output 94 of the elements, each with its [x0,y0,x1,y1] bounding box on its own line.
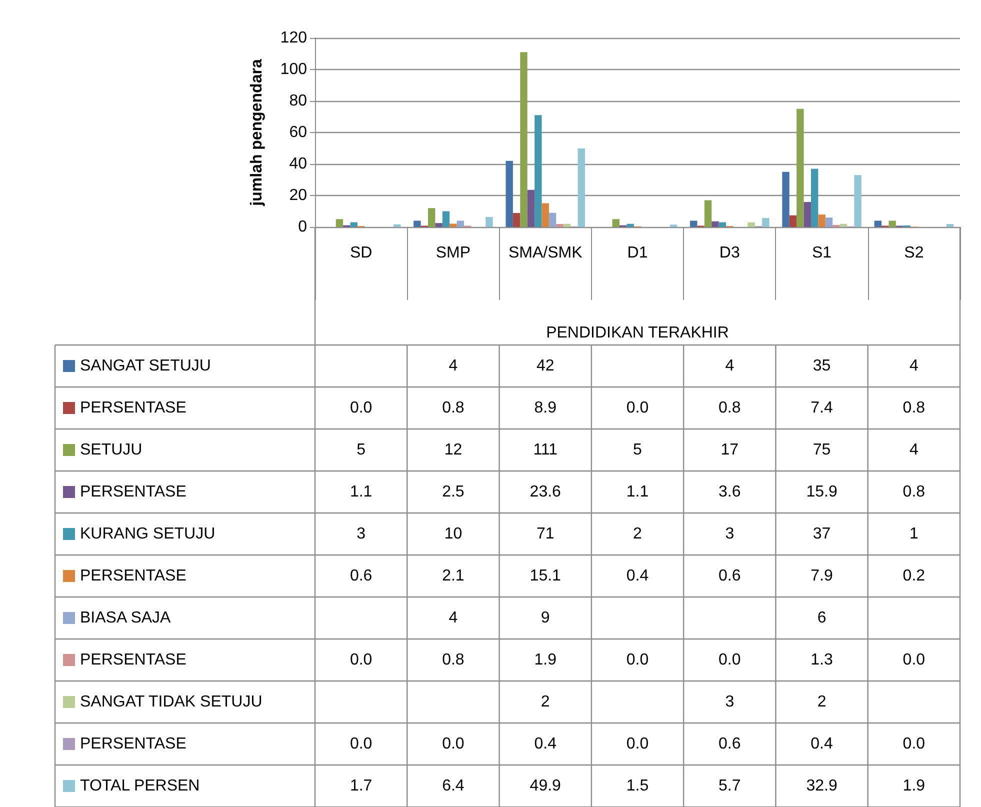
data-label: 71 [536,526,554,542]
legend-label: SANGAT TIDAK SETUJU [80,694,262,710]
y-tick-label: 20 [289,187,308,204]
data-label: 0.0 [902,652,926,668]
x-axis-title: PENDIDIKAN TERAKHIR [546,324,729,342]
x-tick-label: SD [350,244,372,262]
data-label: 3 [725,694,734,710]
legend-label: TOTAL PERSEN [80,778,200,794]
data-label: 2.5 [442,484,464,500]
x-tick-label: SMA/SMK [508,244,583,262]
data-label: 2.1 [442,568,464,584]
data-label: 3.6 [718,484,741,500]
data-label: 23.6 [530,484,562,500]
data-label: 0.8 [442,400,464,416]
x-tick-label: SMP [436,244,471,262]
data-label: 4 [909,442,918,458]
data-label: 1 [909,526,918,542]
data-label: 0.8 [718,400,741,416]
data-label: 0.6 [718,736,741,752]
data-label: 0.8 [902,484,926,500]
legend-label: PERSENTASE [80,400,186,416]
data-label: 6 [817,610,826,626]
data-label: 2 [633,526,642,542]
data-label: 0.4 [810,736,834,752]
data-label: 0.0 [350,652,372,668]
data-label: 3 [725,526,734,542]
data-label: 4 [725,358,734,374]
data-label: 0.6 [350,568,372,584]
legend-label: PERSENTASE [80,736,186,752]
data-label: 49.9 [530,778,562,794]
y-tick-label: 100 [280,61,308,78]
data-label: 8.9 [534,400,557,416]
y-tick-label: 120 [280,30,308,46]
data-label: 111 [533,442,558,458]
data-label: 0.4 [534,736,557,752]
data-label: 1.5 [626,778,649,794]
data-label: 12 [444,442,462,458]
data-label: 0.0 [350,400,372,416]
data-label: 0.4 [626,568,649,584]
legend-label: PERSENTASE [80,484,186,500]
legend-label: PERSENTASE [80,652,186,668]
y-axis-title: jumlah pengendara [248,59,266,207]
data-label: 4 [448,358,458,374]
y-tick-label: 0 [298,218,308,236]
data-label: 32.9 [806,778,838,794]
data-label: 5 [356,442,366,458]
data-label: 10 [444,526,462,542]
x-tick-label: D1 [627,244,648,262]
y-tick-label: 80 [289,92,308,110]
data-label: 0.0 [442,736,464,752]
data-label: 0.0 [626,652,649,668]
data-label: 7.9 [810,568,834,584]
data-label: 1.9 [902,778,926,794]
legend-label: SANGAT SETUJU [80,358,211,374]
data-label: 6.4 [442,778,464,794]
data-label: 0.2 [902,568,926,584]
data-label: 2 [817,694,826,710]
data-label: 2 [540,694,550,710]
data-label: 0.6 [718,568,741,584]
x-tick-label: D3 [719,244,740,262]
data-label: 15.1 [530,568,562,584]
data-label: 15.9 [806,484,838,500]
data-label: 35 [812,358,831,374]
legend-label: KURANG SETUJU [80,526,216,542]
data-label: 9 [540,610,550,626]
data-label: 4 [909,358,918,374]
data-label: 1.1 [350,484,372,500]
x-tick-label: S2 [904,244,924,262]
data-label: 17 [720,442,739,458]
data-label: 0.0 [626,400,649,416]
x-tick-label: S1 [812,244,832,262]
legend-label: SETUJU [80,442,142,458]
data-label: 0.0 [626,736,649,752]
data-label: 1.3 [810,652,834,668]
y-tick-label: 60 [289,124,308,141]
legend-label: PERSENTASE [80,568,186,584]
data-label: 3 [356,526,366,542]
data-label: 5.7 [718,778,741,794]
data-label: 7.4 [810,400,834,416]
data-label: 42 [536,358,554,374]
data-label: 1.9 [534,652,557,668]
data-label: 0.0 [350,736,372,752]
data-label: 75 [812,442,831,458]
data-label: 37 [812,526,831,542]
data-label: 4 [448,610,458,626]
data-label: 0.8 [902,400,926,416]
data-label: 1.7 [350,778,372,794]
data-label: 0.0 [718,652,741,668]
data-label: 0.0 [902,736,926,752]
legend-label: BIASA SAJA [80,610,172,626]
data-label: 5 [633,442,642,458]
data-label: 0.8 [442,652,464,668]
data-label: 1.1 [626,484,649,500]
y-tick-label: 40 [289,156,308,172]
